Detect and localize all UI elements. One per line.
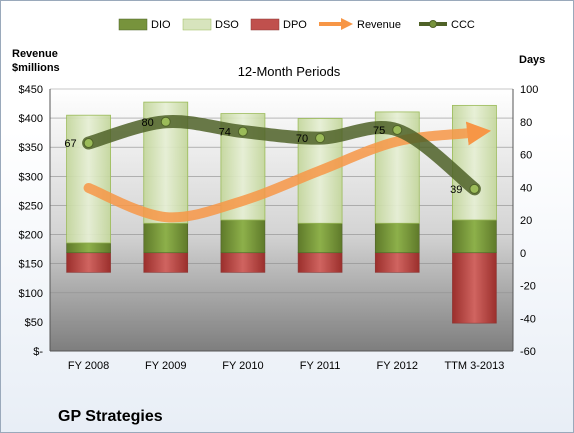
ccc-point: [237, 126, 248, 137]
left-tick-label: $200: [19, 230, 43, 242]
right-tick-label: 40: [520, 182, 532, 194]
left-tick-label: $150: [19, 259, 43, 271]
ccc-point: [160, 116, 171, 127]
legend-label-dso: DSO: [215, 19, 239, 31]
revenue-line: [83, 121, 492, 223]
company-name: GP Strategies: [58, 408, 163, 425]
right-tick-label: 100: [520, 84, 538, 96]
ccc-data-label: 67: [64, 138, 76, 150]
left-axis-ticks: $- $50 $100 $150 $200 $250 $300 $350 $400 $450: [19, 84, 44, 358]
right-axis-title: Days: [519, 54, 545, 66]
bar-dio: [297, 222, 343, 254]
ccc-data-label: 74: [219, 127, 231, 139]
legend-label-revenue: Revenue: [357, 19, 401, 31]
right-tick-label: 20: [520, 215, 532, 227]
bar-dio: [143, 222, 189, 254]
left-tick-label: $250: [19, 200, 43, 212]
bar-dpo: [220, 252, 266, 273]
right-tick-label: -60: [520, 346, 536, 358]
legend-label-dio: DIO: [151, 19, 171, 31]
left-tick-label: $450: [19, 84, 43, 96]
ccc-data-label: 75: [373, 125, 385, 137]
bar-dpo: [374, 252, 420, 273]
ccc-point: [83, 138, 94, 149]
bar-dio: [66, 242, 111, 254]
legend-label-ccc: CCC: [451, 19, 475, 31]
right-tick-label: 0: [520, 248, 526, 260]
bar-dpo: [66, 252, 111, 273]
bar-dio: [374, 222, 420, 254]
right-tick-label: -20: [520, 281, 536, 293]
bar-dpo: [297, 252, 343, 273]
left-tick-label: $400: [19, 113, 43, 125]
ccc-data-label: 70: [296, 133, 308, 145]
category-label: FY 2008: [68, 360, 109, 372]
legend: DIO DSO DPO Revenue CCC: [118, 18, 475, 31]
bar-dio: [452, 219, 497, 254]
category-axis-labels: FY 2008 FY 2009 FY 2010 FY 2011 FY 2012 TTM 3…: [68, 360, 504, 372]
ccc-point: [392, 124, 403, 135]
right-axis-ticks: -60 -40 -20 0 20 40 60 80 100: [520, 84, 538, 358]
legend-swatch-dio: [118, 18, 148, 31]
legend-swatch-dso: [182, 18, 212, 31]
right-tick-label: 60: [520, 150, 532, 162]
ccc-point: [469, 183, 480, 194]
ccc-data-label: 80: [142, 117, 154, 129]
left-tick-label: $50: [25, 317, 43, 329]
category-label: FY 2010: [222, 360, 263, 372]
bar-dso: [452, 104, 497, 221]
legend-item-dio: DIO: [118, 18, 171, 31]
category-label: FY 2011: [300, 360, 341, 372]
ccc-data-label: 39: [450, 184, 462, 196]
category-label: TTM 3-2013: [444, 360, 504, 372]
legend-item-revenue: Revenue: [319, 18, 401, 31]
category-label: FY 2009: [145, 360, 186, 372]
legend-arrow-icon: [341, 18, 353, 30]
legend-swatch-dpo: [250, 18, 280, 31]
right-tick-label: 80: [520, 117, 532, 129]
right-tick-label: -40: [520, 313, 536, 325]
bar-dio: [220, 219, 266, 254]
legend-item-dpo: DPO: [250, 18, 307, 31]
bar-dpo: [452, 252, 497, 324]
legend-marker-ccc: [429, 20, 437, 28]
legend-label-dpo: DPO: [283, 19, 307, 31]
legend-item-dso: DSO: [182, 18, 239, 31]
left-tick-label: $350: [19, 142, 43, 154]
chart-title: 12-Month Periods: [238, 64, 341, 79]
legend-item-ccc: CCC: [419, 19, 475, 31]
left-tick-label: $-: [33, 346, 43, 358]
left-tick-label: $300: [19, 171, 43, 183]
ccc-point: [315, 133, 326, 144]
bar-dpo: [143, 252, 189, 273]
left-tick-label: $100: [19, 288, 43, 300]
category-label: FY 2012: [377, 360, 418, 372]
left-axis-title-line1: Revenue: [12, 48, 58, 60]
left-axis-title-line2: $millions: [12, 62, 60, 74]
lines: [82, 114, 492, 223]
data-labels: 67 80 74 70 75 39: [64, 117, 462, 196]
